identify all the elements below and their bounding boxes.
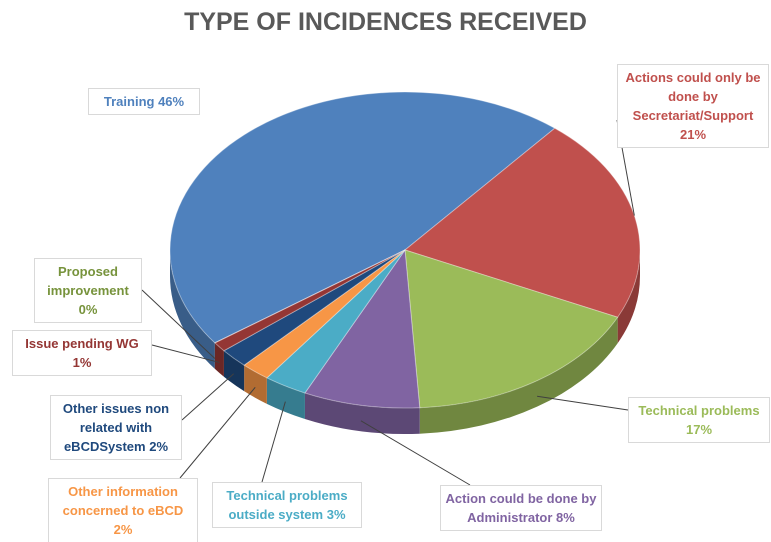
data-label: Other issues non related with eBCDSystem… [50, 395, 182, 460]
slice-side [170, 250, 215, 369]
data-label: Proposed improvement 0% [34, 258, 142, 323]
value-label: 2% [149, 439, 169, 454]
slice-side [304, 392, 420, 435]
category-label: Technical problems outside system [226, 488, 348, 522]
slice [214, 249, 406, 352]
slice-side [617, 250, 640, 344]
leader-line [151, 344, 220, 363]
value-label: 2% [113, 522, 133, 537]
data-label: Technical problems outside system 3% [212, 482, 362, 528]
data-label: Technical problems 17% [628, 397, 770, 443]
category-label: Technical problems [638, 403, 760, 418]
slice [169, 91, 556, 344]
data-label: Training 46% [88, 88, 200, 115]
leader-line [181, 373, 235, 421]
slice [304, 248, 421, 409]
data-label: Other information concerned to eBCD 2% [48, 478, 198, 542]
value-label: 46% [158, 94, 185, 109]
category-label: Other information concerned to eBCD [62, 484, 184, 518]
category-label: Other issues non related with eBCDSystem [62, 401, 170, 454]
slice [223, 249, 406, 366]
slice [214, 249, 406, 344]
data-label: Action could be done by Administrator 8% [440, 485, 602, 531]
slice [404, 249, 619, 409]
leader-line [261, 401, 286, 483]
slice [243, 249, 406, 379]
leader-line [179, 387, 256, 479]
leader-line [537, 395, 629, 411]
slice-side [419, 317, 618, 434]
value-label: 0% [78, 302, 98, 317]
data-label: Actions could only be done by Secretaria… [617, 64, 769, 148]
category-label: Issue pending WG [25, 336, 139, 351]
value-label: 1% [72, 355, 92, 370]
slice-side [266, 377, 305, 419]
leader-line [141, 289, 216, 359]
chart-title: TYPE OF INCIDENCES RECEIVED [184, 8, 587, 36]
value-label: 8% [556, 510, 575, 525]
category-label: Action could be done by Administrator [445, 491, 597, 525]
leader-line [360, 420, 471, 486]
slice [265, 249, 406, 394]
slice-side [214, 342, 224, 377]
slice-side [223, 350, 245, 392]
category-label: Training [103, 94, 155, 109]
category-label: Proposed improvement [47, 264, 129, 298]
category-label: Actions could only be done by Secretaria… [625, 70, 761, 123]
value-label: 21% [679, 127, 707, 142]
data-label: Issue pending WG 1% [12, 330, 152, 376]
value-label: 17% [685, 422, 713, 437]
value-label: 3% [326, 507, 346, 522]
